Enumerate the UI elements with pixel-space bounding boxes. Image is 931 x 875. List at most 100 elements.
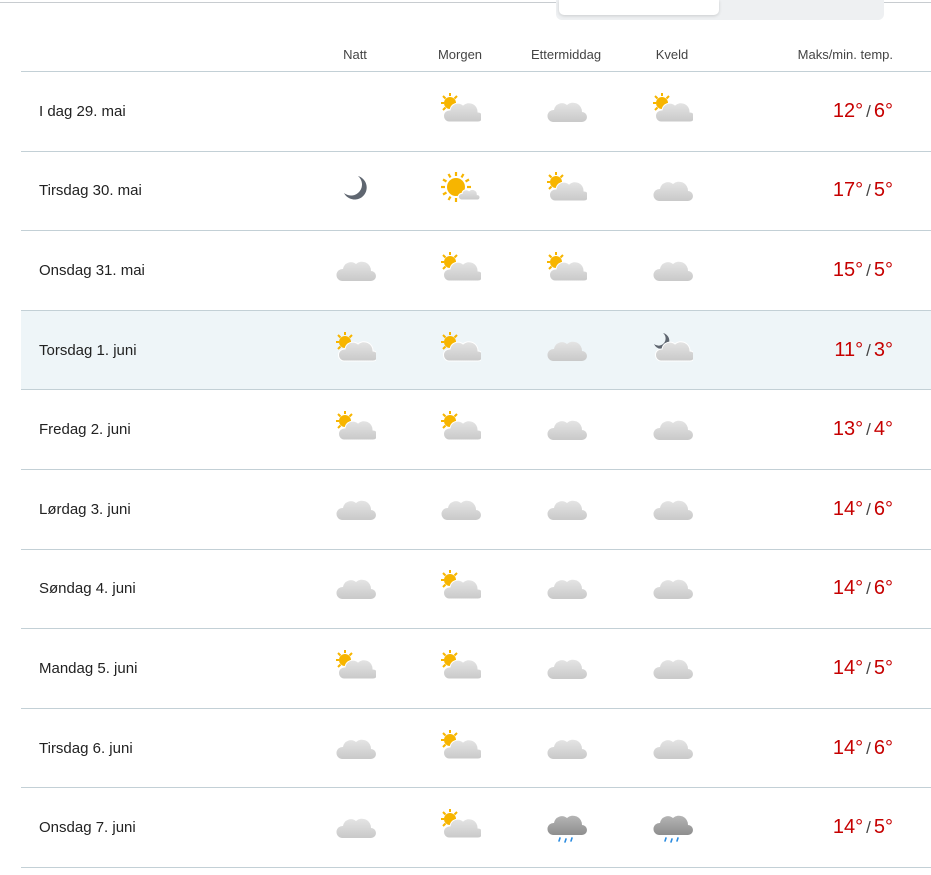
temp-cell: 14°/5° bbox=[733, 787, 931, 868]
day-label[interactable]: Fredag 2. juni bbox=[21, 389, 311, 470]
day-label[interactable]: Søndag 4. juni bbox=[21, 549, 311, 630]
min-temp: 5° bbox=[873, 258, 893, 281]
cloudy-icon bbox=[651, 648, 693, 684]
natt-cell bbox=[311, 628, 399, 709]
ettermiddag-cell bbox=[521, 628, 611, 709]
max-temp: 14° bbox=[832, 497, 864, 520]
max-temp: 13° bbox=[832, 418, 864, 441]
header-natt: Natt bbox=[311, 37, 399, 72]
temp-separator: / bbox=[866, 260, 871, 280]
morgen-cell bbox=[399, 389, 521, 470]
natt-cell bbox=[311, 71, 399, 152]
forecast-row[interactable]: Tirsdag 6. juni 14°/6° bbox=[21, 708, 931, 789]
partly-cloudy-night-icon bbox=[654, 332, 693, 362]
min-temp: 5° bbox=[873, 816, 893, 839]
partly-cloudy-day-icon bbox=[439, 648, 481, 680]
max-temp: 14° bbox=[832, 736, 864, 759]
natt-cell bbox=[311, 151, 399, 232]
kveld-cell bbox=[611, 787, 733, 868]
day-label[interactable]: Torsdag 1. juni bbox=[21, 310, 311, 391]
top-divider bbox=[0, 2, 931, 3]
min-temp: 3° bbox=[873, 338, 893, 361]
morgen-cell bbox=[399, 71, 521, 152]
min-temp: 5° bbox=[873, 656, 893, 679]
morgen-cell bbox=[399, 469, 521, 550]
cloudy-icon bbox=[545, 489, 587, 525]
temp-separator: / bbox=[866, 340, 871, 360]
cloudy-icon bbox=[651, 728, 693, 764]
partly-cloudy-day-icon bbox=[334, 648, 376, 680]
cloudy-icon bbox=[545, 91, 587, 127]
forecast-row[interactable]: Torsdag 1. juni 11°/3° bbox=[21, 310, 931, 391]
day-label[interactable]: Onsdag 7. juni bbox=[21, 787, 311, 868]
partly-cloudy-day-icon bbox=[439, 728, 481, 760]
fair-day-icon bbox=[441, 172, 481, 203]
cloudy-icon bbox=[545, 568, 587, 604]
min-temp: 6° bbox=[873, 736, 893, 759]
header-morgen: Morgen bbox=[399, 37, 521, 72]
ettermiddag-cell bbox=[521, 230, 611, 311]
min-temp: 6° bbox=[873, 577, 893, 600]
temp-cell: 15°/5° bbox=[733, 230, 931, 311]
forecast-row[interactable]: Mandag 5. juni 14°/5° bbox=[21, 628, 931, 709]
day-label[interactable]: Onsdag 31. mai bbox=[21, 230, 311, 311]
temp-separator: / bbox=[866, 181, 871, 201]
partly-cloudy-day-icon bbox=[545, 170, 587, 202]
header-day bbox=[21, 37, 311, 72]
ettermiddag-cell bbox=[521, 549, 611, 630]
cloudy-icon bbox=[334, 807, 376, 843]
morgen-cell bbox=[399, 628, 521, 709]
view-toggle-active[interactable] bbox=[559, 0, 719, 15]
temp-cell: 14°/6° bbox=[733, 708, 931, 789]
day-label[interactable]: Lørdag 3. juni bbox=[21, 469, 311, 550]
forecast-row[interactable]: Tirsdag 30. mai 17°/5° bbox=[21, 151, 931, 232]
view-toggle[interactable] bbox=[556, 0, 884, 20]
temp-cell: 13°/4° bbox=[733, 389, 931, 470]
natt-cell bbox=[311, 549, 399, 630]
natt-cell bbox=[311, 389, 399, 470]
cloudy-icon bbox=[334, 250, 376, 286]
kveld-cell bbox=[611, 71, 733, 152]
kveld-cell bbox=[611, 708, 733, 789]
day-label[interactable]: Tirsdag 30. mai bbox=[21, 151, 311, 232]
kveld-cell bbox=[611, 469, 733, 550]
temp-cell: 14°/5° bbox=[733, 628, 931, 709]
temp-cell: 17°/5° bbox=[733, 151, 931, 232]
ettermiddag-cell bbox=[521, 310, 611, 391]
temp-separator: / bbox=[866, 420, 871, 440]
day-label[interactable]: I dag 29. mai bbox=[21, 71, 311, 152]
day-label[interactable]: Mandag 5. juni bbox=[21, 628, 311, 709]
kveld-cell bbox=[611, 549, 733, 630]
max-temp: 11° bbox=[834, 338, 864, 361]
kveld-cell bbox=[611, 310, 733, 391]
temp-separator: / bbox=[866, 499, 871, 519]
cloudy-icon bbox=[334, 728, 376, 764]
ettermiddag-cell bbox=[521, 71, 611, 152]
forecast-row[interactable]: I dag 29. mai 12°/6° bbox=[21, 71, 931, 152]
forecast-row[interactable]: Søndag 4. juni 14°/6° bbox=[21, 549, 931, 630]
cloudy-icon bbox=[651, 170, 693, 206]
forecast-row[interactable]: Onsdag 7. juni 14°/5° bbox=[21, 787, 931, 868]
partly-cloudy-day-icon bbox=[439, 250, 481, 282]
cloudy-icon bbox=[651, 568, 693, 604]
day-label[interactable]: Tirsdag 6. juni bbox=[21, 708, 311, 789]
cloudy-icon bbox=[334, 568, 376, 604]
forecast-row[interactable]: Lørdag 3. juni 14°/6° bbox=[21, 469, 931, 550]
kveld-cell bbox=[611, 389, 733, 470]
morgen-cell bbox=[399, 151, 521, 232]
light-rain-icon bbox=[651, 807, 693, 843]
min-temp: 6° bbox=[873, 497, 893, 520]
ettermiddag-cell bbox=[521, 151, 611, 232]
partly-cloudy-day-icon bbox=[334, 409, 376, 441]
forecast-row[interactable]: Onsdag 31. mai 15°/5° bbox=[21, 230, 931, 311]
partly-cloudy-day-icon bbox=[439, 330, 481, 362]
cloudy-icon bbox=[545, 409, 587, 445]
temp-cell: 14°/6° bbox=[733, 469, 931, 550]
partly-cloudy-day-icon bbox=[439, 807, 481, 839]
cloudy-icon bbox=[545, 648, 587, 684]
header-ettermiddag: Ettermiddag bbox=[521, 37, 611, 72]
forecast-row[interactable]: Fredag 2. juni 13°/4° bbox=[21, 389, 931, 470]
temp-cell: 12°/6° bbox=[733, 71, 931, 152]
partly-cloudy-day-icon bbox=[334, 330, 376, 362]
partly-cloudy-day-icon bbox=[439, 409, 481, 441]
